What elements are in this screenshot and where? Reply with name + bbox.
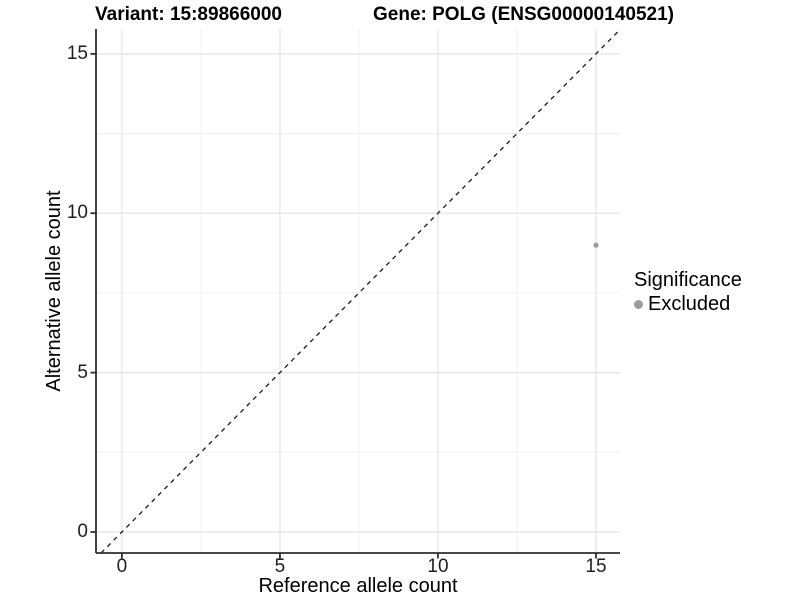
y-tick-label: 0 [77,520,88,542]
plot-title-variant: Variant: 15:89866000 [95,4,282,25]
x-tick-label: 5 [274,556,286,577]
legend-item: Excluded [634,293,742,315]
legend-item-label: Excluded [648,293,731,315]
x-tick-label: 10 [427,556,449,577]
legend-key-dot-icon [634,299,643,309]
legend-items: Excluded [634,293,742,315]
x-tick-label: 15 [585,556,607,577]
x-axis-title: Reference allele count [258,575,458,597]
y-axis-title: Alternative allele count [43,190,65,392]
plot-title-gene: Gene: POLG (ENSG00000140521) [373,4,674,25]
y-tick-label: 15 [66,42,88,64]
x-tick-label: 0 [116,556,128,577]
y-tick-label: 10 [66,202,88,224]
legend: Significance Excluded [634,268,742,315]
identity-dashed-line [100,29,621,554]
legend-title: Significance [634,269,742,291]
data-point [593,242,599,248]
y-tick-label: 5 [77,361,88,383]
